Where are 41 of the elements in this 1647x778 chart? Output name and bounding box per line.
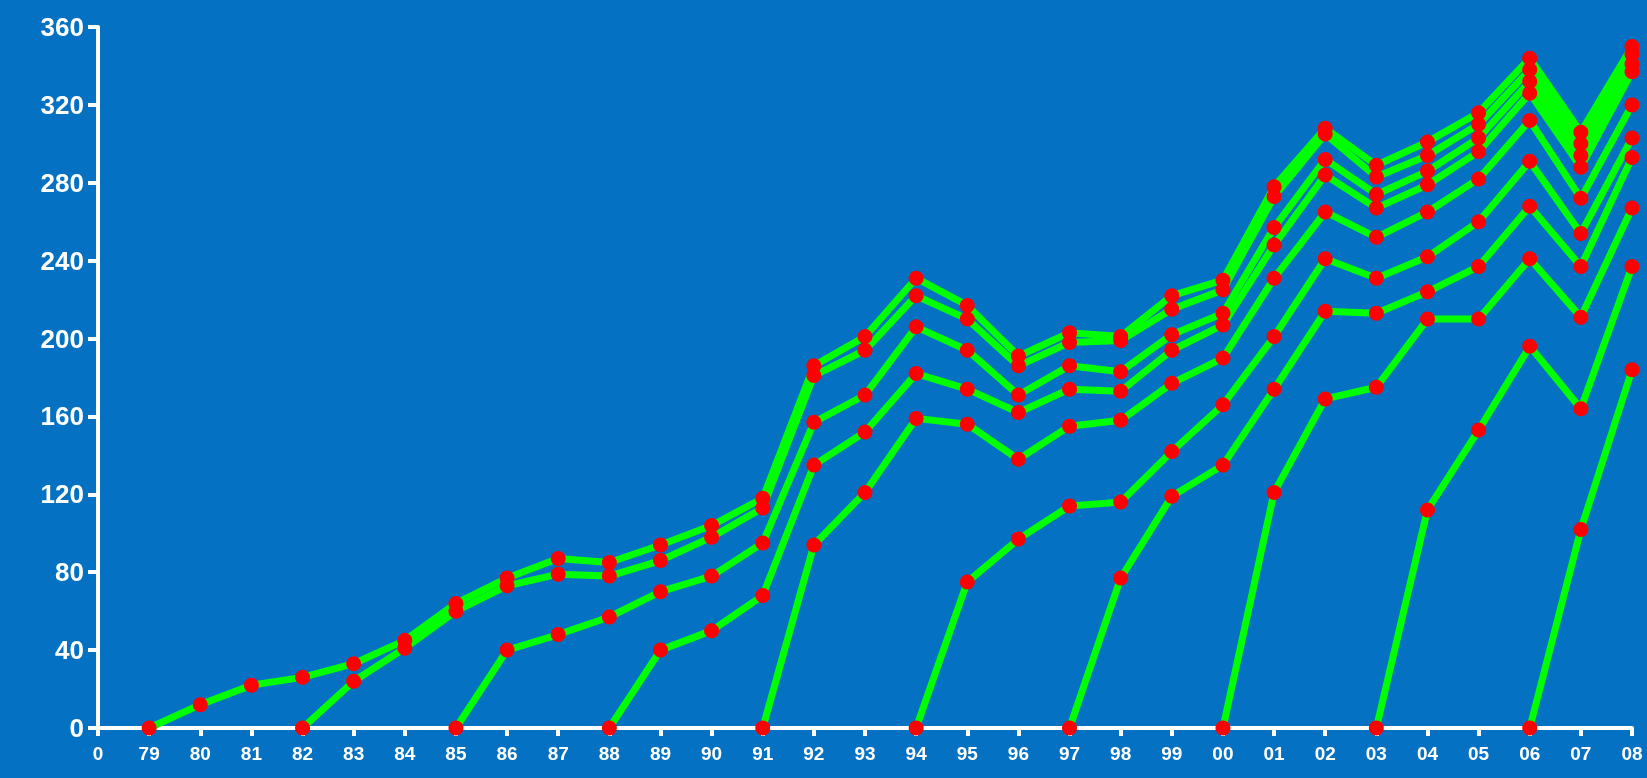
y-tick-label: 320 [40, 89, 84, 120]
y-tick-label: 280 [40, 167, 84, 198]
y-tick-label: 0 [69, 713, 84, 743]
x-tick-label: 98 [1110, 743, 1132, 764]
x-tick-label: 81 [240, 743, 263, 764]
x-tick-label: 06 [1519, 743, 1541, 764]
x-tick-label: 80 [189, 743, 211, 764]
x-tick-label: 83 [343, 743, 365, 764]
x-tick-label: 04 [1416, 743, 1439, 764]
x-tick-label: 08 [1621, 743, 1643, 764]
x-tick-label: 84 [394, 743, 416, 764]
x-tick-label: 95 [956, 743, 979, 764]
y-tick-label: 160 [40, 401, 84, 432]
x-tick-label: 86 [496, 743, 518, 764]
y-tick-label: 200 [40, 323, 84, 354]
x-tick-label: 92 [803, 743, 825, 764]
x-tick-label: 99 [1161, 743, 1183, 764]
x-tick-label: 88 [598, 743, 620, 764]
x-tick-label: 89 [649, 743, 672, 764]
x-tick-label: 85 [445, 743, 467, 764]
x-tick-label: 90 [701, 743, 723, 764]
y-tick-label: 360 [40, 12, 84, 42]
y-tick-label: 40 [55, 635, 84, 666]
x-tick-label: 02 [1314, 743, 1336, 764]
y-tick-label: 80 [55, 557, 84, 588]
x-tick-label: 93 [854, 743, 876, 764]
y-tick-label: 240 [40, 245, 84, 276]
x-tick-label: 91 [752, 743, 774, 764]
x-tick-label: 03 [1365, 743, 1387, 764]
x-tick-label: 94 [905, 743, 928, 764]
x-tick-label: 00 [1212, 743, 1234, 764]
x-tick-label: 07 [1570, 743, 1592, 764]
x-tick-label: 79 [138, 743, 160, 764]
x-tick-label: 96 [1007, 743, 1029, 764]
x-tick-label: 01 [1263, 743, 1286, 764]
x-tick-label: 82 [291, 743, 314, 764]
x-tick-label: 05 [1468, 743, 1490, 764]
x-tick-label: 0 [92, 743, 104, 764]
y-tick-label: 120 [40, 479, 84, 510]
x-tick-label: 97 [1058, 743, 1081, 764]
x-tick-label: 87 [547, 743, 569, 764]
